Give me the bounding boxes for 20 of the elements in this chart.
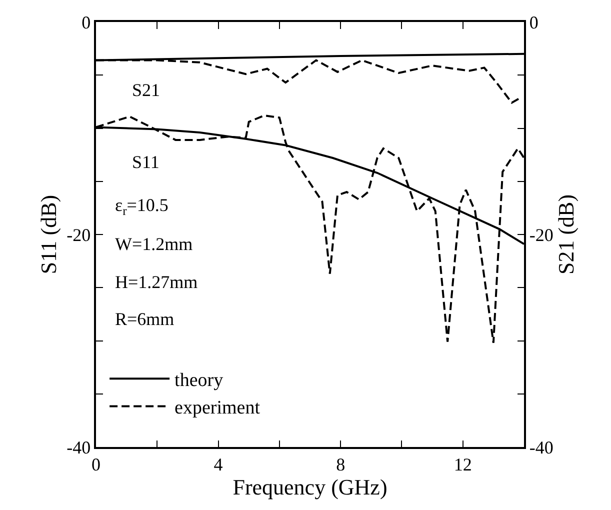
annotation: H=1.27mm bbox=[115, 272, 198, 292]
y2-tick-label: -20 bbox=[529, 224, 554, 245]
y2-tick-label: 0 bbox=[529, 12, 538, 32]
x-tick-label: 4 bbox=[214, 454, 223, 474]
y2-axis-title: S21 (dB) bbox=[553, 194, 578, 275]
annotation: S21 bbox=[132, 80, 160, 100]
y-tick-label: 0 bbox=[82, 12, 91, 32]
y2-tick-label: -40 bbox=[529, 437, 554, 458]
x-tick-label: 8 bbox=[336, 454, 346, 474]
y-axis-title: S11 (dB) bbox=[36, 194, 61, 274]
x-tick-label: 12 bbox=[454, 454, 472, 474]
annotation: ε$_{r}$=10.5 bbox=[115, 195, 168, 218]
legend-label: theory bbox=[174, 370, 224, 392]
y-tick-label: -20 bbox=[66, 224, 91, 245]
y-tick-label: -40 bbox=[66, 437, 91, 458]
annotation: R=6mm bbox=[115, 309, 174, 329]
legend-label: experiment bbox=[174, 398, 261, 419]
x-axis-title: Frequency (GHz) bbox=[232, 474, 388, 500]
annotation: W=1.2mm bbox=[115, 234, 193, 254]
annotation: S11 bbox=[132, 152, 160, 172]
